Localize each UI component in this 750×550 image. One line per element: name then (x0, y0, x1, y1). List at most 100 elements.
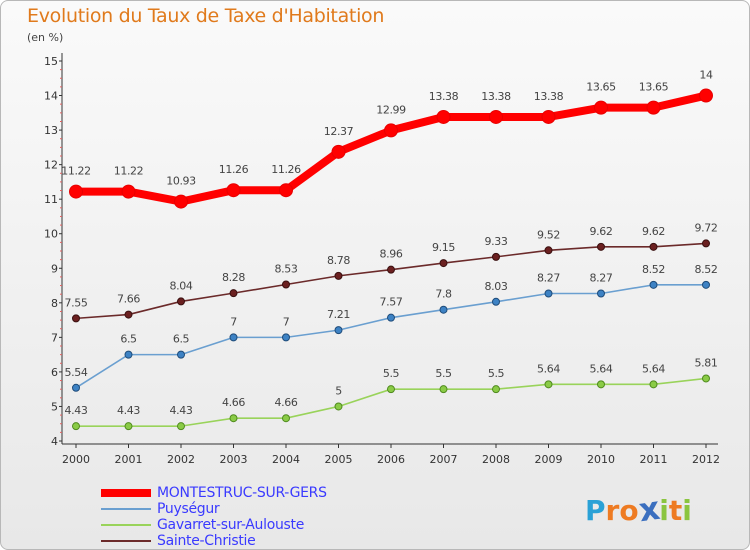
data-point (72, 422, 80, 431)
x-tick-label: 2006 (377, 453, 405, 466)
data-label: 4.43 (65, 404, 88, 417)
x-tick-label: 2002 (167, 453, 195, 466)
data-label: 7.8 (435, 288, 452, 301)
data-label: 12.99 (376, 103, 406, 116)
series-2 (72, 374, 710, 431)
data-point (646, 100, 661, 115)
data-label: 9.62 (642, 225, 665, 238)
data-label: 9.15 (432, 241, 455, 254)
data-point (436, 109, 451, 124)
logo-letter: P (585, 494, 606, 527)
data-label: 5.64 (537, 362, 560, 375)
data-point (387, 265, 395, 274)
data-point (489, 109, 503, 124)
data-label: 8.52 (695, 263, 718, 276)
data-point (699, 88, 713, 103)
data-point (439, 305, 448, 314)
data-point (69, 184, 83, 199)
legend-swatch (101, 524, 151, 526)
data-point (229, 333, 238, 342)
logo-letter: r (605, 494, 620, 527)
data-point (492, 297, 500, 306)
data-label: 7.21 (327, 308, 350, 321)
chart-axes: 4 5 6 7 8 9 10 11 12 13 14 15 2000 2001 2002 2003 2004 20… (44, 53, 720, 466)
data-label: 5.64 (642, 362, 665, 375)
legend-label: Gavarret-sur-Aulouste (157, 517, 305, 533)
data-label: 13.38 (429, 90, 459, 103)
x-tick-label: 2012 (692, 453, 720, 466)
data-label: 7 (230, 315, 237, 328)
data-label: 11.22 (61, 165, 91, 178)
data-point (544, 380, 553, 389)
x-tick-label: 2001 (115, 453, 143, 466)
data-point (334, 271, 343, 280)
data-point (121, 184, 136, 199)
legend-swatch (101, 489, 151, 497)
data-point (387, 385, 395, 394)
data-label: 4.66 (275, 396, 298, 409)
data-label: 8.53 (275, 263, 298, 276)
y-tick-label: 13 (44, 124, 58, 137)
x-tick-label: 2007 (430, 453, 458, 466)
data-point (331, 144, 346, 159)
data-point (649, 380, 658, 389)
data-labels-layer: 11.22 11.22 10.93 11.26 11.26 12.37 12.99 13.38… (61, 69, 718, 418)
data-label: 5 (335, 384, 342, 397)
data-label: 9.62 (590, 225, 613, 238)
data-point (597, 242, 605, 251)
data-label: 6.5 (173, 333, 190, 346)
logo-letter: t (668, 494, 683, 527)
data-label: 8.27 (537, 271, 560, 284)
data-label: 7.57 (380, 296, 403, 309)
series-1 (72, 280, 710, 392)
data-label: 4.43 (117, 404, 140, 417)
y-tick-label: 8 (51, 297, 58, 310)
data-point (702, 239, 710, 248)
data-label: 9.33 (485, 235, 508, 248)
chart-title: Evolution du Taux de Taxe d'Habitation (27, 5, 385, 27)
data-label: 5.81 (695, 356, 718, 369)
x-tick-label: 2000 (62, 453, 90, 466)
data-point (72, 383, 80, 392)
x-tick-label: 2004 (272, 453, 300, 466)
data-point (334, 402, 343, 411)
data-point (594, 100, 608, 115)
y-tick-label: 5 (51, 400, 58, 413)
data-point (72, 314, 80, 323)
legend-swatch (101, 540, 151, 542)
data-point (334, 326, 343, 335)
x-tick-label: 2003 (220, 453, 248, 466)
data-label: 5.5 (383, 367, 400, 380)
data-label: 11.26 (271, 163, 301, 176)
data-point (439, 385, 448, 394)
proxiti-logo: Proxiti (585, 489, 692, 530)
data-label: 6.5 (120, 333, 137, 346)
data-point (177, 297, 185, 306)
y-tick-label: 12 (44, 159, 58, 172)
data-point (702, 374, 710, 383)
data-label: 4.66 (222, 396, 245, 409)
data-label: 8.78 (327, 254, 350, 267)
data-point (174, 194, 188, 209)
data-point (649, 242, 658, 251)
data-label: 5.5 (488, 367, 505, 380)
x-tick-label: 2005 (325, 453, 353, 466)
data-point (177, 422, 185, 431)
data-label: 11.26 (219, 163, 249, 176)
data-point (229, 289, 238, 298)
data-point (492, 385, 500, 394)
data-label: 7.55 (65, 296, 88, 309)
data-label: 12.37 (324, 125, 354, 138)
logo-letter: o (619, 494, 639, 527)
data-label: 13.65 (639, 81, 669, 94)
data-point (597, 289, 605, 298)
data-point (387, 313, 395, 322)
data-point (282, 414, 290, 423)
data-point (541, 109, 556, 124)
data-point (282, 280, 290, 289)
data-point (702, 280, 710, 289)
y-tick-label: 4 (51, 435, 58, 448)
legend-label: MONTESTRUC-SUR-GERS (157, 485, 327, 501)
series-layer (69, 88, 713, 431)
